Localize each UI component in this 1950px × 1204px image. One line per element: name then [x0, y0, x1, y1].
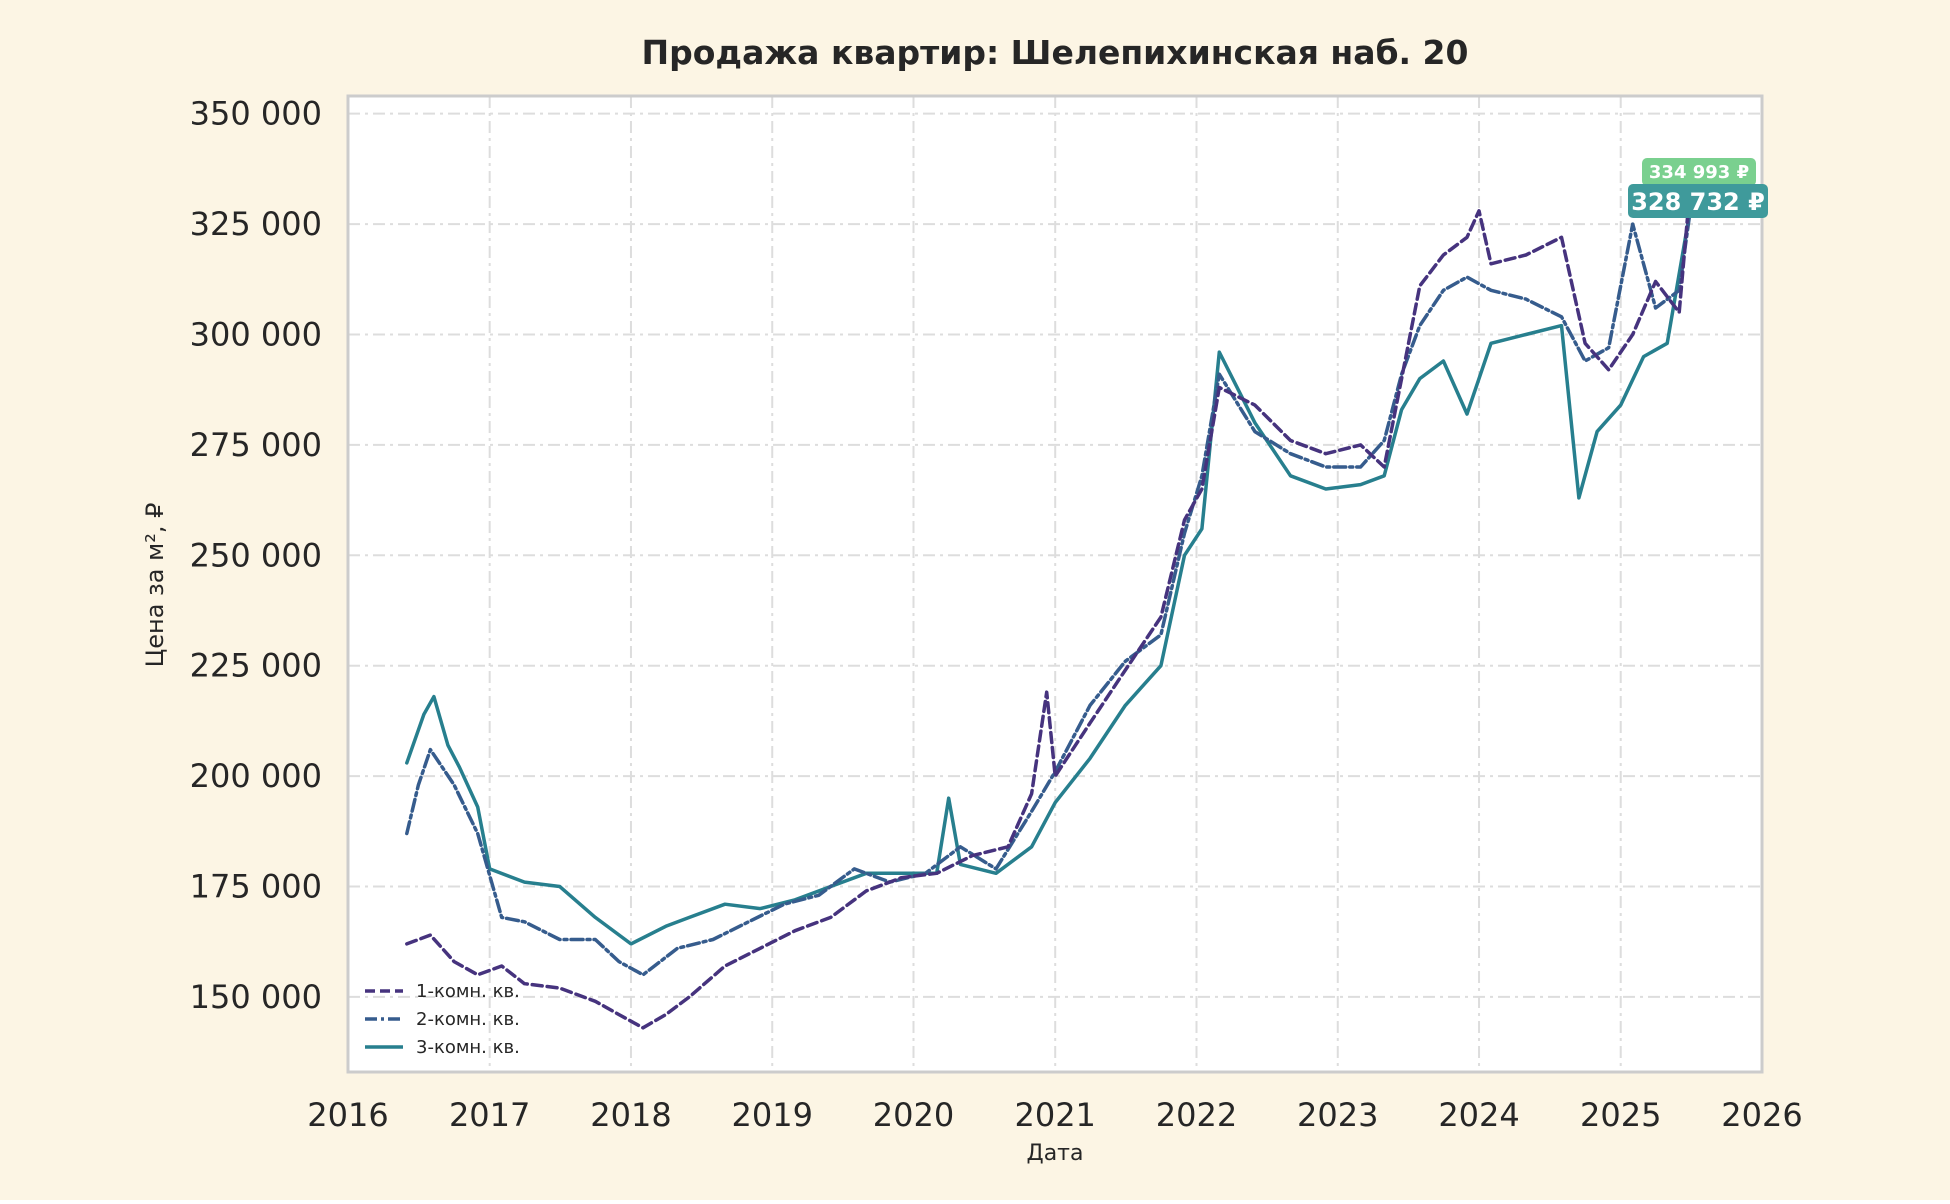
y-tick-label: 275 000 — [190, 426, 322, 464]
x-tick-label: 2021 — [1014, 1096, 1095, 1134]
x-tick-label: 2019 — [732, 1096, 813, 1134]
legend-item-3: 3-комн. кв. — [365, 1037, 520, 1058]
x-tick-label: 2018 — [590, 1096, 671, 1134]
x-tick-label: 2022 — [1156, 1096, 1237, 1134]
x-tick-label: 2026 — [1721, 1096, 1802, 1134]
legend-item-2: 2-комн. кв. — [365, 1009, 520, 1030]
y-axis-label: Цена за м², ₽ — [141, 503, 169, 668]
y-tick-label: 150 000 — [190, 978, 322, 1016]
x-tick-label: 2016 — [307, 1096, 388, 1134]
x-axis-label: Дата — [1027, 1141, 1084, 1166]
y-tick-label: 225 000 — [190, 647, 322, 685]
price-badge-top: 334 993 ₽ — [1642, 158, 1756, 186]
x-tick-label: 2017 — [449, 1096, 530, 1134]
price-badge-main-label: 328 732 ₽ — [1631, 188, 1765, 216]
x-tick-label: 2023 — [1297, 1096, 1378, 1134]
legend-label-1: 1-комн. кв. — [416, 981, 520, 1002]
chart-title: Продажа квартир: Шелепихинская наб. 20 — [642, 33, 1469, 72]
y-tick-label: 250 000 — [190, 536, 322, 574]
series-line-2 — [405, 204, 1693, 977]
series-line-3 — [405, 204, 1693, 946]
y-tick-label: 350 000 — [190, 95, 322, 133]
price-badge-top-label: 334 993 ₽ — [1649, 162, 1749, 183]
price-badge-main-background — [1628, 184, 1768, 218]
x-tick-label: 2024 — [1438, 1096, 1519, 1134]
y-axis-ticks: 150 000 175 000 200 000 225 000 250 000 275 0… — [190, 95, 322, 1016]
y-tick-label: 325 000 — [190, 205, 322, 243]
y-tick-label: 200 000 — [190, 757, 322, 795]
legend-label-2: 2-комн. кв. — [416, 1009, 520, 1030]
y-tick-label: 175 000 — [190, 868, 322, 906]
series-layer — [405, 178, 1693, 1030]
y-tick-label: 300 000 — [190, 315, 322, 353]
x-tick-label: 2025 — [1580, 1096, 1661, 1134]
series-line-1 — [405, 178, 1693, 1030]
x-axis-ticks: 2016 2017 2018 2019 2020 2021 2022 2023 2024 2025… — [307, 1096, 1802, 1134]
legend-label-3: 3-комн. кв. — [416, 1037, 520, 1058]
x-tick-label: 2020 — [873, 1096, 954, 1134]
plot-frame — [346, 94, 1764, 1074]
price-badge-top-background — [1642, 158, 1756, 186]
legend-item-1: 1-комн. кв. — [365, 981, 520, 1002]
legend: 1-комн. кв. 2-комн. кв. 3-комн. кв. — [365, 981, 520, 1058]
price-badge-main: 328 732 ₽ — [1628, 184, 1768, 218]
